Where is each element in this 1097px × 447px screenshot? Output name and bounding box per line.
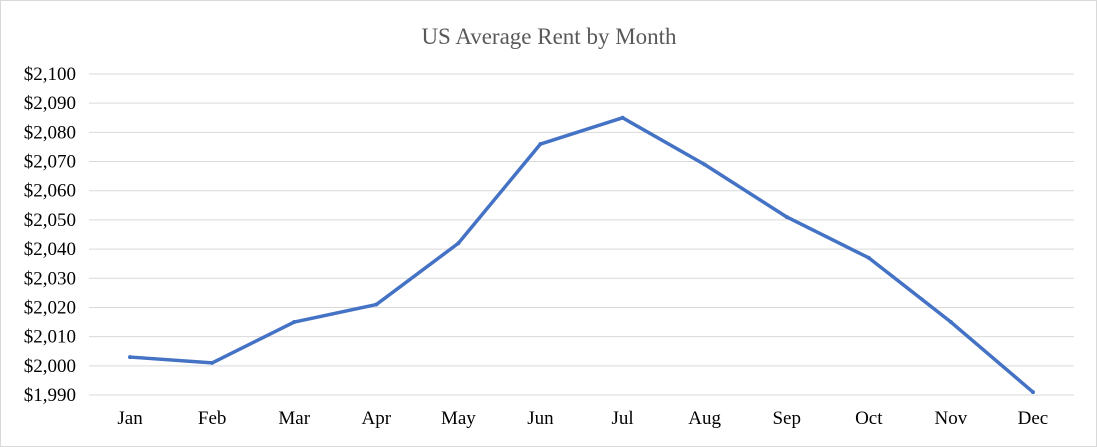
data-point (374, 302, 379, 307)
x-tick-label: Dec (1018, 408, 1049, 429)
data-point (456, 241, 461, 246)
y-axis-tick-labels: $1,990 $2,000 $2,010 $2,020 $2,030 $2,040 $2,0… (24, 64, 76, 406)
y-tick-label: $2,090 (24, 93, 76, 114)
x-tick-label: Jan (117, 408, 143, 429)
x-tick-label: Jul (611, 408, 633, 429)
data-point (948, 320, 953, 325)
data-point (538, 142, 543, 147)
y-tick-label: $2,060 (24, 181, 76, 202)
y-tick-label: $2,020 (24, 297, 76, 318)
y-tick-label: $2,050 (24, 210, 76, 231)
gridlines (89, 73, 1074, 396)
x-tick-label: Mar (278, 408, 310, 429)
x-tick-label: Aug (688, 408, 721, 429)
data-point (620, 115, 625, 120)
series-line (128, 116, 1035, 394)
x-tick-label: Apr (362, 408, 392, 429)
x-tick-label: Sep (772, 408, 801, 429)
data-point (784, 214, 789, 219)
x-tick-label: Oct (855, 408, 883, 429)
x-tick-label: Feb (198, 408, 227, 429)
x-tick-label: Jun (527, 408, 554, 429)
data-point (292, 320, 297, 325)
chart-title: US Average Rent by Month (421, 24, 677, 49)
data-point (128, 355, 133, 360)
y-tick-label: $2,000 (24, 356, 76, 377)
y-tick-label: $2,070 (24, 152, 76, 173)
x-tick-label: Nov (935, 408, 968, 429)
y-tick-label: $2,030 (24, 268, 76, 289)
x-axis-tick-labels: Jan Feb Mar Apr May Jun Jul Aug Sep Oct Nov Dec (117, 408, 1048, 429)
y-tick-label: $1,990 (24, 385, 76, 406)
y-tick-label: $2,080 (24, 122, 76, 143)
x-tick-label: May (441, 408, 476, 429)
data-point (702, 162, 707, 167)
data-point (866, 255, 871, 260)
data-point (210, 360, 215, 365)
y-tick-label: $2,100 (24, 64, 76, 85)
y-tick-label: $2,010 (24, 327, 76, 348)
data-point (1030, 390, 1035, 395)
y-tick-label: $2,040 (24, 239, 76, 260)
series-layer (128, 115, 1035, 395)
